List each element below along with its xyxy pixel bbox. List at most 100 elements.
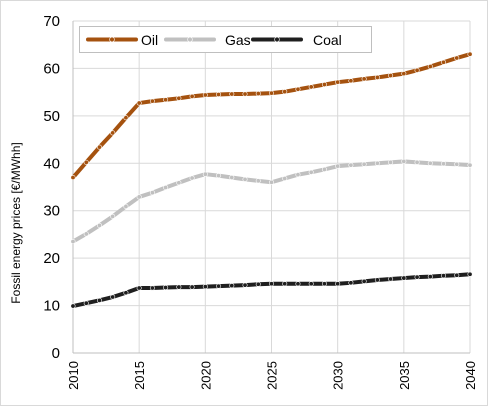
data-point [268, 90, 274, 96]
x-tick-label: 2035 [397, 361, 412, 390]
y-tick-label: 40 [43, 155, 60, 172]
legend-label: Coal [313, 32, 342, 48]
data-point [427, 274, 433, 280]
data-point [295, 172, 301, 178]
data-point [96, 144, 102, 150]
data-point [388, 159, 394, 165]
data-point [216, 92, 222, 98]
data-point [388, 73, 394, 79]
data-point [374, 277, 380, 283]
data-point [229, 283, 235, 289]
x-tick-label: 2020 [198, 361, 213, 390]
data-point [189, 93, 195, 99]
data-point [242, 91, 248, 97]
data-point [176, 284, 182, 290]
data-point [202, 171, 208, 177]
data-point [414, 159, 420, 165]
data-point [348, 162, 354, 168]
data-point [401, 71, 407, 77]
x-tick-label: 2010 [66, 361, 81, 390]
data-point [282, 175, 288, 181]
data-point [163, 97, 169, 103]
x-tick-label: 2025 [265, 361, 280, 390]
data-point [149, 98, 155, 104]
data-point [123, 203, 129, 209]
data-point [176, 95, 182, 101]
y-axis-label: Fossil energy prices [€/MWhh] [9, 142, 23, 303]
data-point [96, 222, 102, 228]
data-point [295, 86, 301, 92]
data-point [414, 67, 420, 73]
data-point [176, 180, 182, 186]
data-point [136, 285, 142, 291]
data-point [242, 176, 248, 182]
data-point [321, 281, 327, 287]
data-point [441, 273, 447, 279]
grid [72, 20, 471, 354]
data-point [189, 284, 195, 290]
data-point [454, 161, 460, 167]
series-lines [70, 51, 473, 309]
x-tick-label: 2030 [331, 361, 346, 390]
data-point [229, 91, 235, 97]
legend-label: Gas [225, 32, 251, 48]
series-gas [70, 158, 473, 245]
data-point [335, 163, 341, 169]
legend-entry-gas: Gas [164, 32, 251, 48]
data-point [83, 300, 89, 306]
data-point [441, 161, 447, 167]
data-point [282, 281, 288, 287]
legend: Oil Gas Coal [79, 26, 372, 53]
data-point [467, 51, 473, 57]
data-point [401, 158, 407, 164]
data-point [110, 294, 116, 300]
data-point [335, 79, 341, 85]
data-point [83, 231, 89, 237]
data-point [282, 89, 288, 95]
data-point [123, 115, 129, 121]
y-tick-label: 60 [43, 60, 60, 77]
series-oil [70, 51, 473, 181]
data-point [335, 281, 341, 287]
data-point [149, 190, 155, 196]
data-point [348, 280, 354, 286]
data-point [163, 285, 169, 291]
y-tick-label: 30 [43, 203, 60, 220]
data-point [202, 284, 208, 290]
data-point [361, 76, 367, 82]
data-point [388, 276, 394, 282]
data-point [110, 130, 116, 136]
data-point [361, 278, 367, 284]
data-point [441, 59, 447, 65]
data-point [321, 82, 327, 88]
data-point [96, 297, 102, 303]
data-point [83, 159, 89, 165]
data-point [308, 281, 314, 287]
data-point [229, 175, 235, 181]
data-point [255, 178, 261, 184]
data-point [467, 271, 473, 277]
data-point [454, 55, 460, 61]
data-point [136, 100, 142, 106]
data-point [295, 281, 301, 287]
legend-swatch-marker [109, 36, 115, 43]
data-point [268, 179, 274, 185]
data-point [189, 175, 195, 181]
data-point [123, 290, 129, 296]
data-point [374, 160, 380, 166]
x-tick-label: 2040 [463, 361, 478, 390]
data-point [255, 281, 261, 287]
data-point [467, 162, 473, 168]
data-point [427, 160, 433, 166]
data-point [454, 272, 460, 278]
data-point [361, 161, 367, 167]
data-point [70, 175, 76, 181]
data-point [321, 166, 327, 172]
data-point [70, 303, 76, 309]
data-point [136, 194, 142, 200]
data-point [268, 281, 274, 287]
data-point [149, 285, 155, 291]
data-point [202, 92, 208, 98]
